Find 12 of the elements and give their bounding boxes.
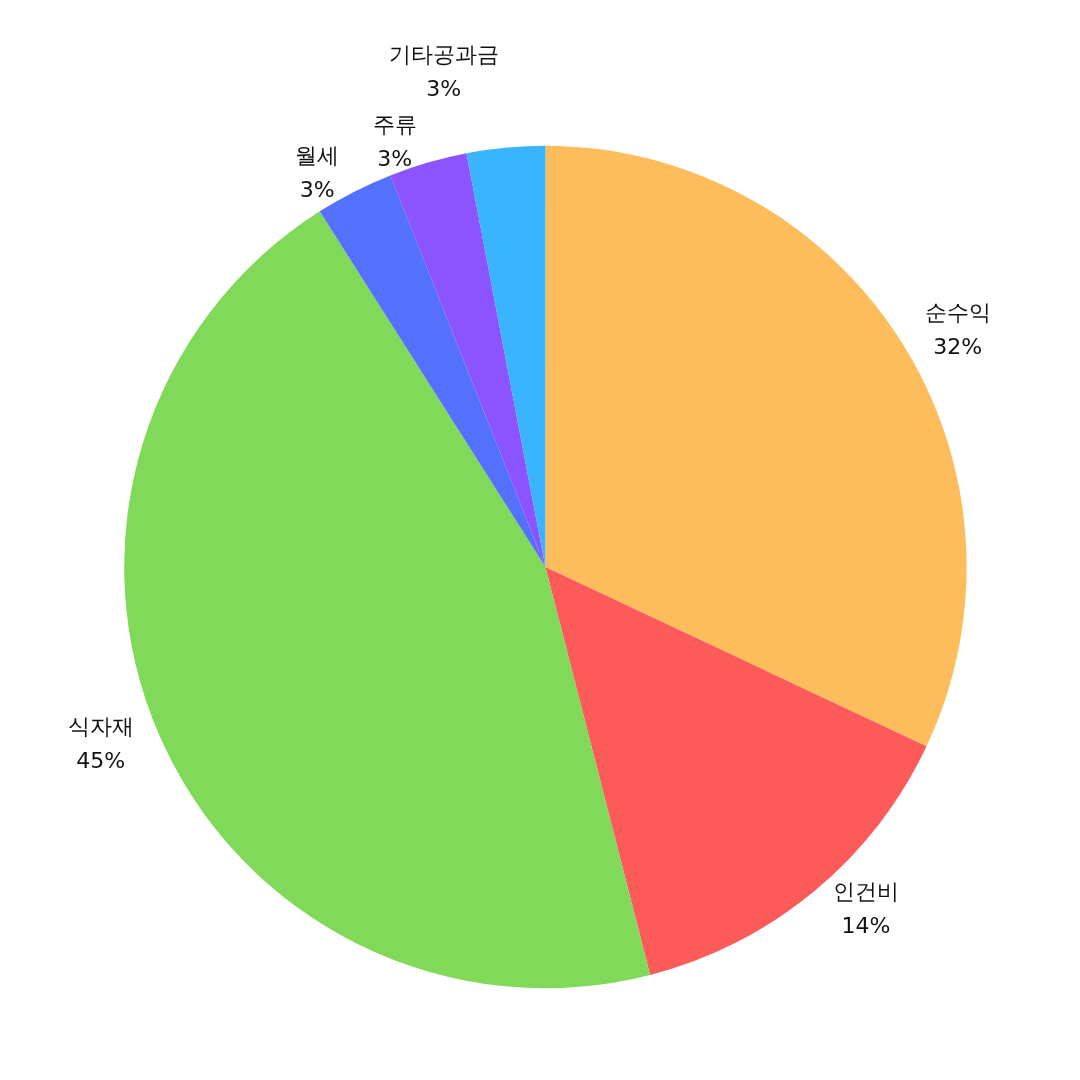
- data-label: 45%: [76, 747, 126, 773]
- data-label: 14%: [841, 912, 891, 938]
- slice-label: 순수익: [924, 300, 991, 326]
- slice-label: 인건비: [832, 878, 899, 904]
- slice-label: 기타공과금: [388, 41, 499, 67]
- slice-label: 주류: [372, 111, 417, 137]
- data-label: 32%: [933, 334, 983, 360]
- slice-label: 식자재: [67, 713, 134, 739]
- slice-label: 월세: [295, 142, 340, 168]
- data-label: 3%: [299, 176, 335, 202]
- data-label: 3%: [426, 75, 462, 101]
- data-label: 3%: [377, 145, 413, 171]
